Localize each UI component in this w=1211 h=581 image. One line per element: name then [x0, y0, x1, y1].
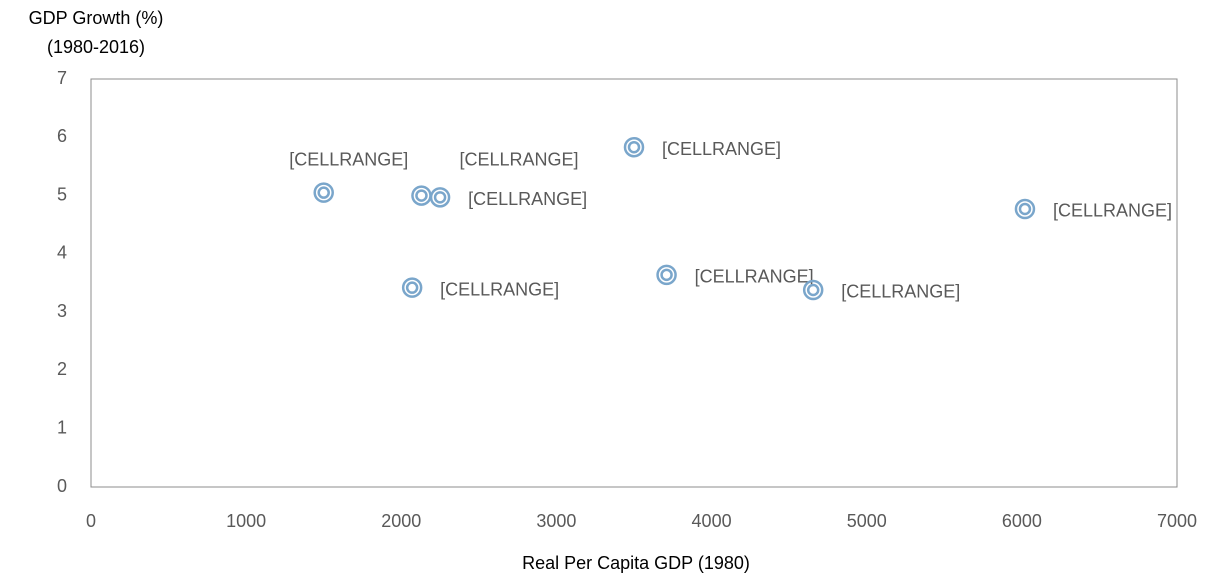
marker — [313, 182, 334, 203]
marker-ring — [401, 277, 423, 298]
data-label: [CELLRANGE] — [440, 279, 559, 299]
marker-ring — [1018, 202, 1032, 216]
marker — [429, 187, 451, 208]
y-tick-label: 1 — [57, 417, 67, 437]
data-label: [CELLRANGE] — [662, 139, 781, 159]
y-tick-label: 2 — [57, 359, 67, 379]
marker-ring — [433, 191, 447, 204]
y-tick-label: 5 — [57, 184, 67, 204]
x-tick-label: 2000 — [381, 511, 421, 531]
y-tick-label: 3 — [57, 301, 67, 321]
x-tick-label: 0 — [86, 511, 96, 531]
marker-ring — [415, 189, 428, 202]
marker — [656, 264, 677, 286]
marker — [623, 136, 645, 158]
y-tick-label: 4 — [57, 243, 67, 263]
marker-ring — [627, 140, 641, 154]
marker-ring — [317, 186, 330, 199]
x-tick-label: 1000 — [226, 511, 266, 531]
x-tick-label: 7000 — [1157, 511, 1197, 531]
data-label: [CELLRANGE] — [468, 189, 587, 209]
marker — [401, 277, 423, 298]
marker-ring — [656, 264, 677, 286]
marker — [1014, 198, 1036, 220]
marker-ring — [411, 185, 432, 206]
y-tick-label: 0 — [57, 476, 67, 496]
data-label: [CELLRANGE] — [289, 149, 408, 169]
marker-ring — [806, 283, 820, 297]
y-tick-label: 6 — [57, 126, 67, 146]
y-tick-label: 7 — [57, 68, 67, 88]
y-axis-title: GDP Growth (%) — [29, 8, 164, 28]
data-label: [CELLRANGE] — [695, 267, 814, 287]
x-axis-title: Real Per Capita GDP (1980) — [522, 553, 750, 573]
marker-ring — [623, 136, 645, 158]
y-axis-title: (1980-2016) — [47, 37, 145, 57]
marker-ring — [313, 182, 334, 203]
data-label: [CELLRANGE] — [841, 282, 960, 302]
marker-ring — [660, 268, 673, 282]
marker — [411, 185, 432, 206]
x-tick-label: 4000 — [692, 511, 732, 531]
marker-ring — [405, 281, 419, 294]
marker-ring — [802, 279, 824, 301]
marker — [802, 279, 824, 301]
x-tick-label: 3000 — [536, 511, 576, 531]
x-tick-label: 5000 — [847, 511, 887, 531]
marker-ring — [429, 187, 451, 208]
data-label: [CELLRANGE] — [1053, 201, 1172, 221]
plot-area — [90, 78, 1178, 488]
marker-ring — [1014, 198, 1036, 220]
x-tick-label: 6000 — [1002, 511, 1042, 531]
data-label: [CELLRANGE] — [459, 149, 578, 169]
